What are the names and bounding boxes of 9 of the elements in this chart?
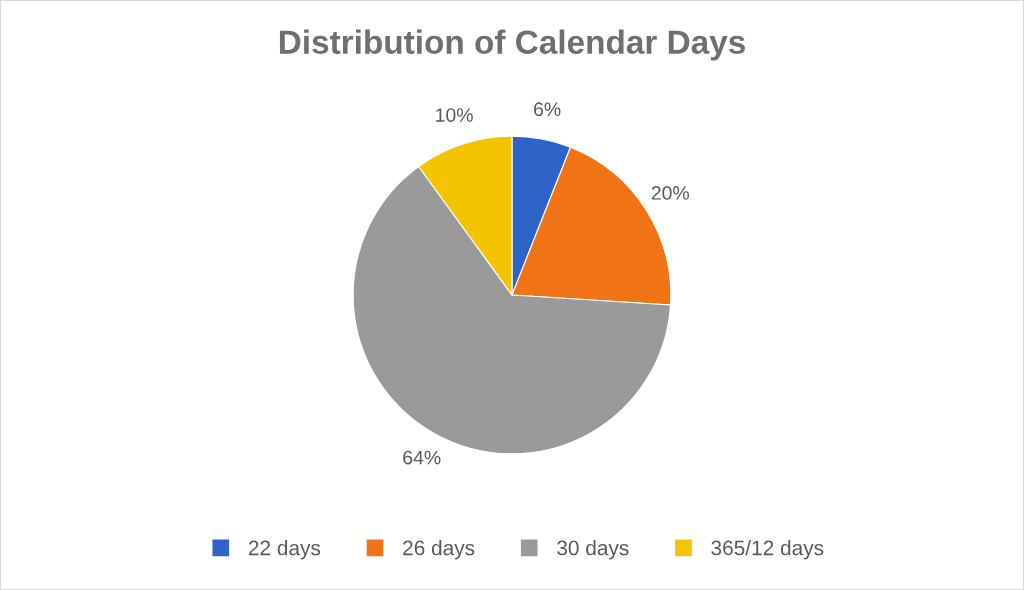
legend-label: 22 days <box>248 540 321 560</box>
data-label: 10% <box>436 108 473 122</box>
chart-title: Distribution of Calendar Days <box>279 29 745 61</box>
legend-label: 365/12 days <box>711 540 824 560</box>
data-label: 6% <box>534 102 561 117</box>
data-label: 20% <box>651 186 690 200</box>
data-label: 64% <box>403 450 441 465</box>
legend-label: 30 days <box>557 540 629 560</box>
legend-label: 26 days <box>403 540 475 560</box>
